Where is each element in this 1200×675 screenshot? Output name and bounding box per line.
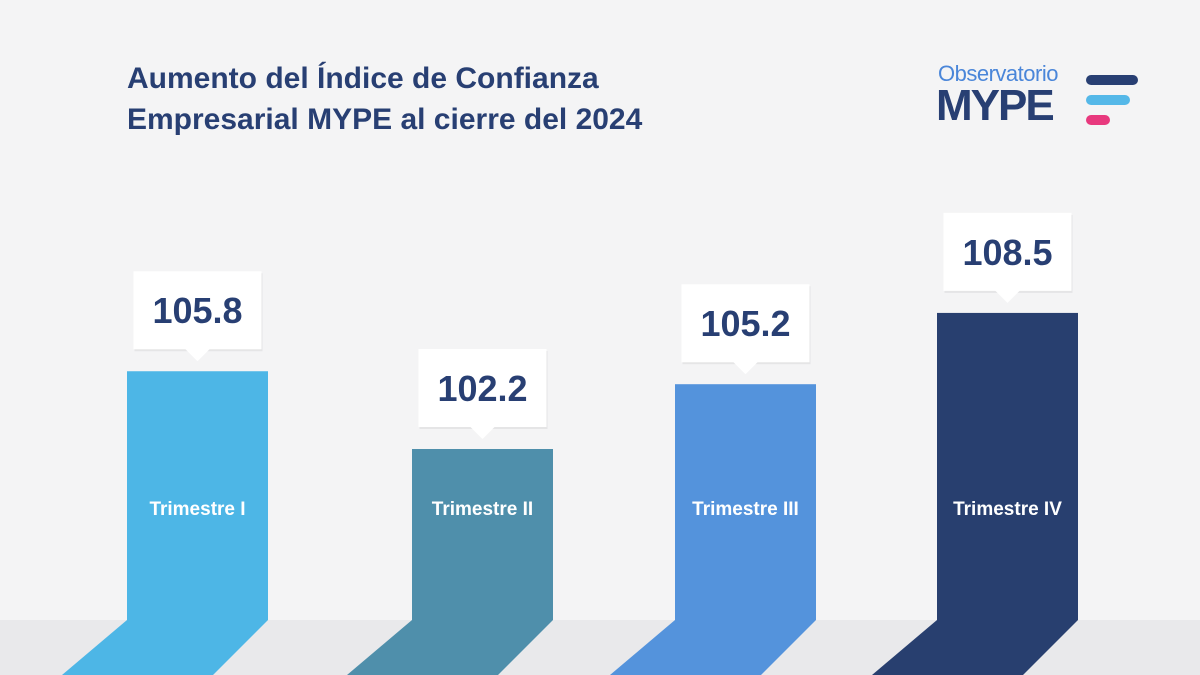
observatorio-mype-logo: Observatorio MYPE [936,62,1146,132]
title-line-2: Empresarial MYPE al cierre del 2024 [127,103,643,136]
bar-floor-shadow [872,620,1078,675]
category-label: Trimestre III [692,499,799,520]
category-label: Trimestre IV [953,499,1062,520]
title-line-1: Aumento del Índice de Confianza [127,62,599,95]
logo-main-text: MYPE [936,81,1055,130]
bar [675,384,816,620]
value-label: 108.5 [962,232,1052,273]
value-label: 105.8 [152,290,242,331]
logo-bar-dark [1086,75,1138,85]
category-label: Trimestre II [432,499,533,520]
page-title: Aumento del Índice de Confianza Empresar… [127,58,642,140]
category-label: Trimestre I [149,499,245,520]
bar-floor-shadow [610,620,816,675]
bar [412,449,553,620]
logo-bar-pink [1086,115,1110,125]
bar [127,371,268,620]
logo-top-text: Observatorio [938,61,1058,86]
value-callout [418,349,547,439]
value-callout [133,271,262,362]
value-callout [681,284,810,375]
bar-floor-shadow [62,620,268,675]
value-label: 102.2 [437,368,527,409]
value-label: 105.2 [700,303,790,344]
value-callout [943,212,1072,303]
bar-floor-shadow [347,620,553,675]
bar [937,312,1078,620]
logo-bar-light [1086,95,1130,105]
